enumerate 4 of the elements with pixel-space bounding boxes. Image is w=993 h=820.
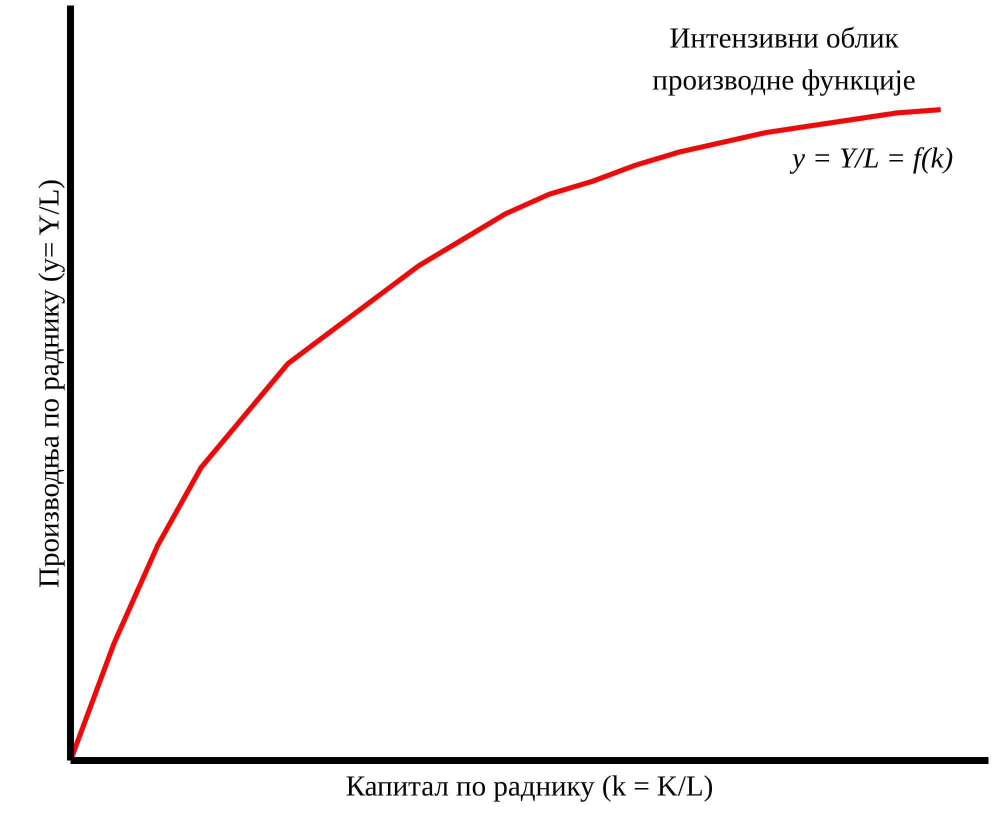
y-axis-title: Производња по раднику (y= Y/L) — [34, 179, 66, 588]
annotation: y = Y/L = f(k) — [789, 142, 954, 175]
text: Интензивни облик производне функције — [652, 22, 916, 97]
x-axis-title: Капитал по раднику (k = K/L) — [346, 770, 714, 802]
